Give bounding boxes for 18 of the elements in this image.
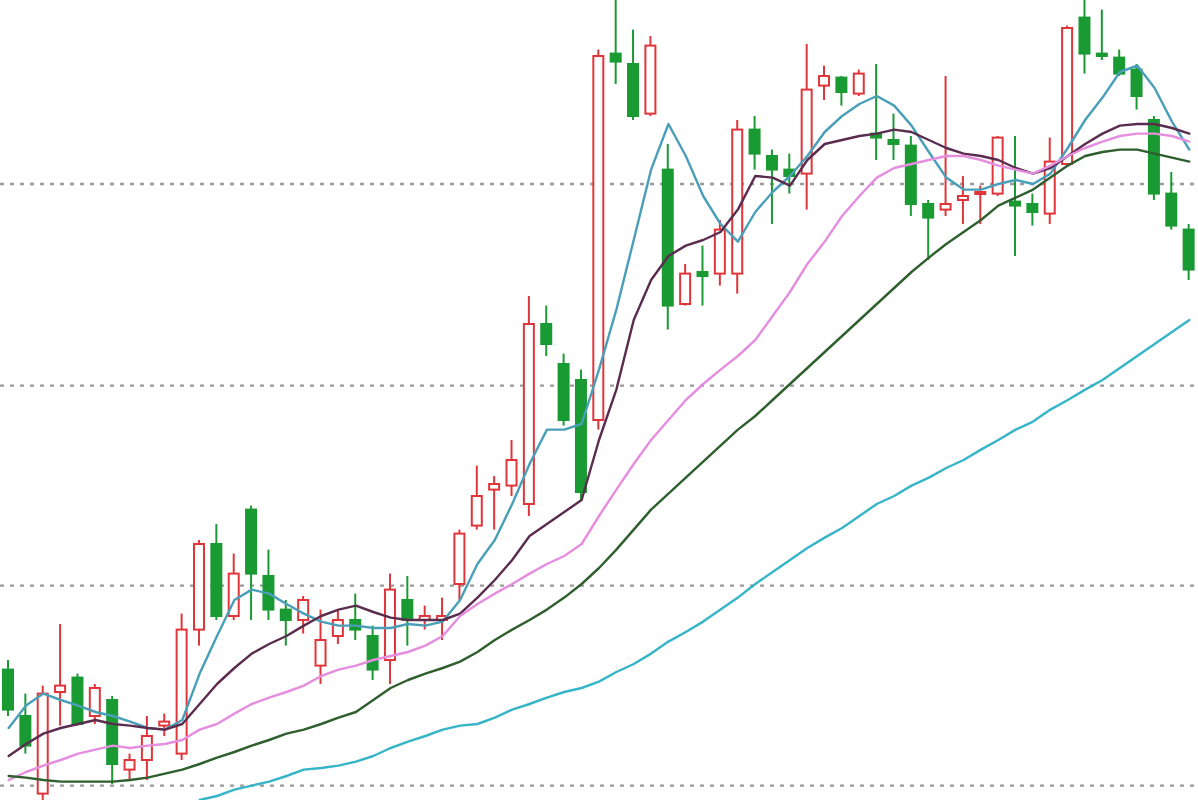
candlestick bbox=[904, 135, 917, 217]
candlestick bbox=[731, 119, 744, 295]
candlestick bbox=[383, 572, 396, 685]
candlestick bbox=[800, 43, 813, 211]
candlestick bbox=[401, 575, 414, 647]
candlestick bbox=[522, 295, 535, 517]
candlestick bbox=[609, 0, 622, 85]
candlestick bbox=[956, 175, 969, 225]
candlestick bbox=[748, 115, 761, 171]
candlestick bbox=[696, 244, 709, 307]
candlestick bbox=[887, 112, 900, 161]
candlestick bbox=[1078, 0, 1091, 75]
candlestick bbox=[540, 304, 553, 357]
candlestick bbox=[314, 608, 327, 685]
candlestick bbox=[661, 143, 674, 331]
candlestick bbox=[1009, 135, 1022, 257]
candlestick bbox=[140, 715, 153, 781]
candlestick bbox=[54, 623, 67, 727]
